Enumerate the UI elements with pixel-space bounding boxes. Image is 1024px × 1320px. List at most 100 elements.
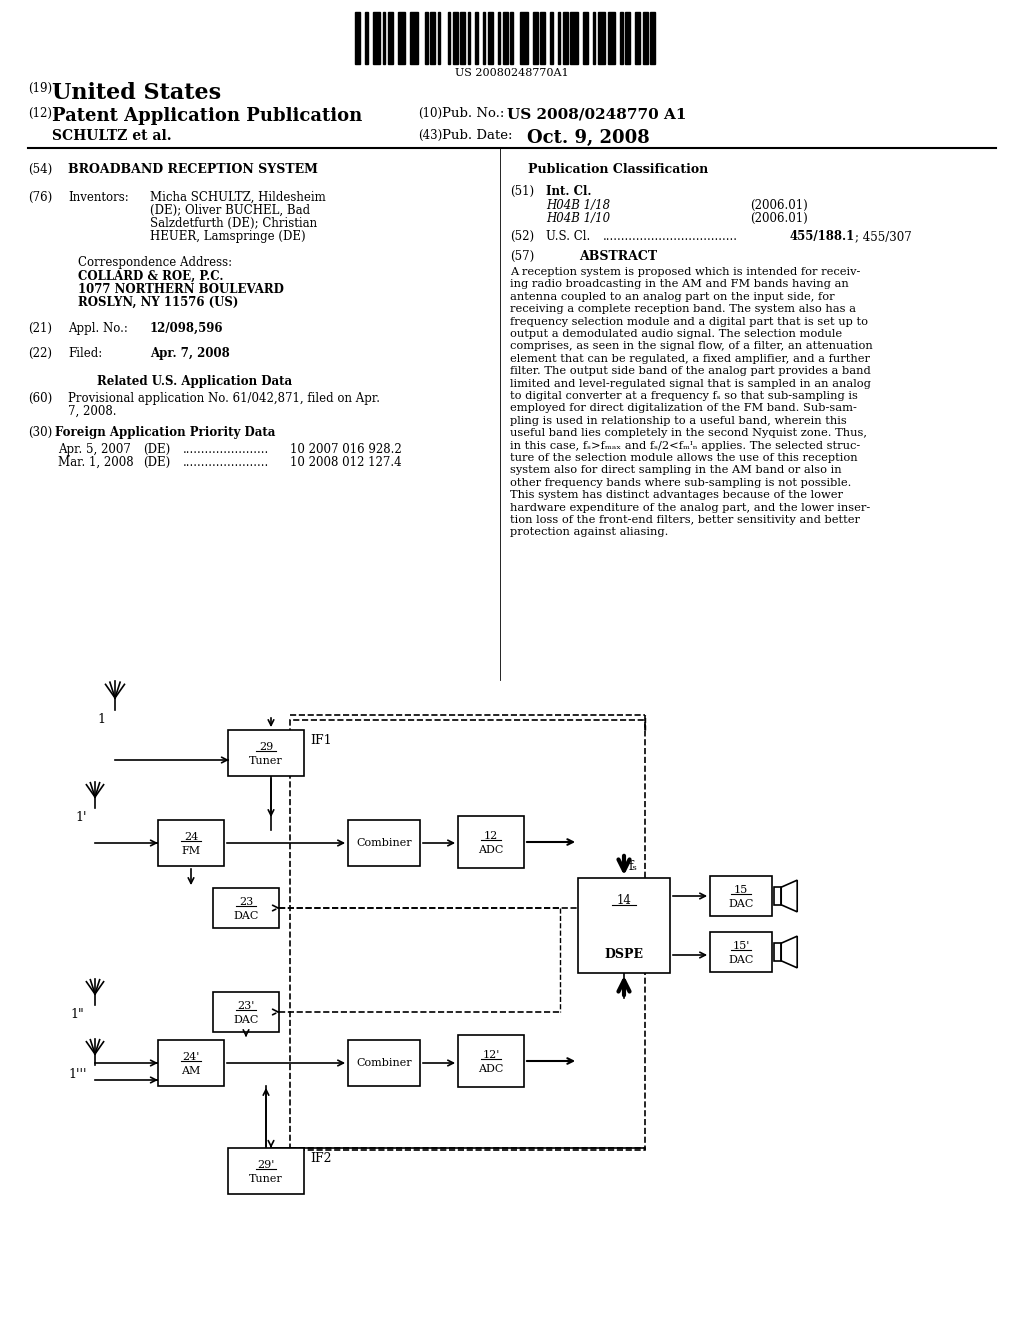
Bar: [348, 1040, 420, 1086]
Bar: [468, 12, 470, 63]
Bar: [425, 12, 427, 63]
Text: ADC: ADC: [478, 1064, 504, 1074]
Bar: [458, 816, 524, 869]
Bar: [710, 876, 772, 916]
Text: (60): (60): [28, 392, 52, 405]
Bar: [373, 12, 380, 63]
Text: DAC: DAC: [233, 911, 259, 921]
Text: (76): (76): [28, 191, 52, 205]
Text: hardware expenditure of the analog part, and the lower inser-: hardware expenditure of the analog part,…: [510, 503, 870, 512]
Text: 10 2008 012 127.4: 10 2008 012 127.4: [290, 455, 401, 469]
Text: Apr. 7, 2008: Apr. 7, 2008: [150, 347, 229, 360]
Text: (10): (10): [418, 107, 442, 120]
Text: ROSLYN, NY 11576 (US): ROSLYN, NY 11576 (US): [78, 296, 239, 309]
Text: Combiner: Combiner: [356, 1059, 412, 1068]
Text: United States: United States: [52, 82, 221, 104]
Text: H04B 1/10: H04B 1/10: [546, 213, 610, 224]
Text: 23': 23': [238, 1001, 255, 1011]
Text: 14: 14: [616, 894, 632, 907]
Bar: [532, 12, 538, 63]
Bar: [397, 12, 406, 63]
Text: (DE): (DE): [143, 455, 170, 469]
Bar: [774, 944, 781, 961]
Text: employed for direct digitalization of the FM band. Sub-sam-: employed for direct digitalization of th…: [510, 404, 857, 413]
Text: Filed:: Filed:: [68, 347, 102, 360]
Text: A reception system is proposed which is intended for receiv-: A reception system is proposed which is …: [510, 267, 860, 277]
Text: DSPE: DSPE: [604, 949, 643, 961]
Text: frequency selection module and a digital part that is set up to: frequency selection module and a digital…: [510, 317, 868, 326]
Text: ing radio broadcasting in the AM and FM bands having an: ing radio broadcasting in the AM and FM …: [510, 280, 849, 289]
Text: Patent Application Publication: Patent Application Publication: [52, 107, 362, 125]
Text: useful band lies completely in the second Nyquist zone. Thus,: useful band lies completely in the secon…: [510, 428, 867, 438]
Text: (2006.01): (2006.01): [750, 213, 808, 224]
Text: 1': 1': [75, 810, 86, 824]
Text: FM: FM: [181, 846, 201, 855]
Bar: [460, 12, 465, 63]
Text: DAC: DAC: [728, 954, 754, 965]
Text: Pub. No.:: Pub. No.:: [442, 107, 505, 120]
Text: 29': 29': [257, 1160, 274, 1170]
Bar: [583, 12, 588, 63]
Bar: [635, 12, 640, 63]
Bar: [774, 887, 781, 904]
Text: (54): (54): [28, 162, 52, 176]
Text: AM: AM: [181, 1067, 201, 1076]
Text: ture of the selection module allows the use of this reception: ture of the selection module allows the …: [510, 453, 858, 463]
Text: pling is used in relationship to a useful band, wherein this: pling is used in relationship to a usefu…: [510, 416, 847, 426]
Text: (52): (52): [510, 230, 535, 243]
Text: Publication Classification: Publication Classification: [528, 162, 709, 176]
Bar: [557, 12, 560, 63]
Text: 12/098,596: 12/098,596: [150, 322, 223, 335]
Text: DAC: DAC: [728, 899, 754, 909]
Text: (22): (22): [28, 347, 52, 360]
Text: (30): (30): [28, 426, 52, 440]
Text: US 20080248770A1: US 20080248770A1: [456, 69, 568, 78]
Text: ABSTRACT: ABSTRACT: [579, 249, 657, 263]
Text: IF2: IF2: [310, 1152, 332, 1166]
Text: protection against aliasing.: protection against aliasing.: [510, 528, 669, 537]
Bar: [607, 12, 615, 63]
Bar: [510, 12, 512, 63]
Text: COLLARD & ROE, P.C.: COLLARD & ROE, P.C.: [78, 271, 223, 282]
Bar: [348, 820, 420, 866]
Text: Pub. Date:: Pub. Date:: [442, 129, 512, 143]
Text: (DE); Oliver BUCHEL, Bad: (DE); Oliver BUCHEL, Bad: [150, 205, 310, 216]
Text: comprises, as seen in the signal flow, of a filter, an attenuation: comprises, as seen in the signal flow, o…: [510, 342, 872, 351]
Text: ....................................: ....................................: [603, 230, 738, 243]
Text: antenna coupled to an analog part on the input side, for: antenna coupled to an analog part on the…: [510, 292, 835, 302]
Text: 12: 12: [484, 832, 498, 841]
Bar: [710, 932, 772, 972]
Text: (12): (12): [28, 107, 52, 120]
Text: 12': 12': [482, 1049, 500, 1060]
Text: (43): (43): [418, 129, 442, 143]
Text: 29: 29: [259, 742, 273, 752]
Bar: [365, 12, 368, 63]
Text: Mar. 1, 2008: Mar. 1, 2008: [58, 455, 133, 469]
Bar: [550, 12, 553, 63]
Bar: [650, 12, 655, 63]
Text: (21): (21): [28, 322, 52, 335]
Text: Apr. 5, 2007: Apr. 5, 2007: [58, 444, 131, 455]
Text: IF1: IF1: [310, 734, 332, 747]
Text: 15': 15': [732, 941, 750, 950]
Text: HEUER, Lamspringe (DE): HEUER, Lamspringe (DE): [150, 230, 305, 243]
Text: 1''': 1''': [68, 1068, 86, 1081]
Bar: [642, 12, 647, 63]
Text: US 2008/0248770 A1: US 2008/0248770 A1: [507, 107, 686, 121]
Bar: [458, 1035, 524, 1086]
Bar: [520, 12, 527, 63]
Text: Micha SCHULTZ, Hildesheim: Micha SCHULTZ, Hildesheim: [150, 191, 326, 205]
Bar: [158, 1040, 224, 1086]
Text: in this case, fₛ>fₘₐₓ and fₛ/2<fₘᴵₙ applies. The selected struc-: in this case, fₛ>fₘₐₓ and fₛ/2<fₘᴵₙ appl…: [510, 441, 860, 450]
Bar: [562, 12, 567, 63]
Text: 15: 15: [734, 884, 749, 895]
Text: (DE): (DE): [143, 444, 170, 455]
Text: Foreign Application Priority Data: Foreign Application Priority Data: [55, 426, 275, 440]
Bar: [387, 12, 392, 63]
Text: Inventors:: Inventors:: [68, 191, 129, 205]
Polygon shape: [781, 936, 798, 968]
Text: Combiner: Combiner: [356, 838, 412, 847]
Polygon shape: [781, 880, 798, 912]
Bar: [475, 12, 477, 63]
Text: SCHULTZ et al.: SCHULTZ et al.: [52, 129, 172, 143]
